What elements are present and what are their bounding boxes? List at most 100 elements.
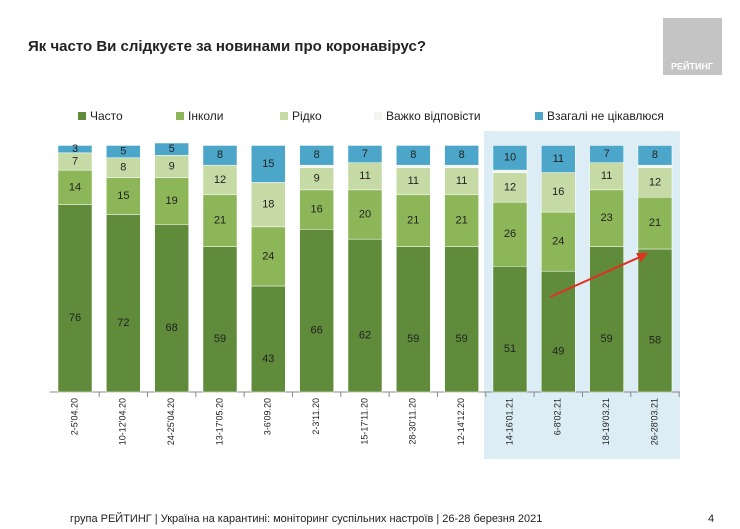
x-tick-label: 24-25'04.20 — [166, 398, 176, 445]
value-label: 59 — [456, 333, 468, 345]
bar-segment — [444, 164, 479, 168]
bar-segment — [57, 169, 93, 205]
value-label: 24 — [552, 236, 564, 248]
legend-label: Часто — [90, 109, 123, 123]
x-tick-label: 14-16'01.21 — [504, 398, 514, 445]
bar-segment — [57, 204, 93, 393]
bar-segment — [637, 248, 673, 393]
bar-segment — [589, 246, 624, 393]
value-label: 7 — [604, 148, 610, 160]
chart-title: Як часто Ви слідкуєте за новинами про ко… — [28, 38, 426, 55]
value-label: 24 — [262, 250, 274, 262]
value-label: 72 — [117, 317, 129, 329]
bar-segment — [396, 246, 431, 393]
footer: група РЕЙТИНГ | Україна на карантині: мо… — [70, 512, 542, 525]
value-label: 3 — [72, 143, 78, 155]
legend-swatch — [176, 112, 184, 120]
value-label: 21 — [649, 217, 661, 229]
bar-segment — [57, 145, 93, 154]
value-label: 9 — [169, 160, 175, 172]
bar-segment — [202, 145, 238, 166]
bar-segment — [541, 270, 576, 393]
x-tick-label: 2-5'04.20 — [69, 398, 79, 435]
bar-segment — [589, 189, 624, 247]
value-label: 11 — [601, 170, 612, 182]
legend-label: Важко відповісти — [386, 109, 481, 123]
bar-segment — [154, 142, 189, 156]
bar-segment — [299, 164, 334, 168]
value-label: 8 — [120, 162, 126, 174]
bar-segment — [637, 196, 673, 250]
legend-label: Рідко — [292, 109, 322, 123]
bar-segment — [347, 145, 383, 163]
value-label: 12 — [504, 181, 516, 193]
value-label: 15 — [262, 158, 274, 170]
legend-label: Взагалі не цікавлюся — [547, 109, 664, 123]
arrow-head — [636, 253, 648, 262]
x-tick-label: 26-28'03.21 — [649, 398, 659, 445]
bar-segment — [396, 145, 431, 166]
bar-segment — [251, 182, 286, 228]
page-number: 4 — [708, 513, 714, 525]
value-label: 18 — [262, 199, 274, 211]
bar-segment — [444, 145, 479, 166]
value-label: 68 — [166, 322, 178, 334]
bar-segment — [492, 169, 528, 173]
value-label: 21 — [407, 215, 419, 227]
legend-label: Інколи — [188, 109, 223, 123]
x-tick-label: 6-8'02.21 — [553, 398, 563, 435]
value-label: 21 — [214, 215, 226, 227]
value-label: 11 — [359, 170, 370, 182]
trend-arrow — [549, 256, 641, 298]
bar-segment — [492, 172, 528, 203]
value-label: 9 — [314, 173, 320, 185]
bar-segment — [444, 194, 479, 247]
value-label: 14 — [69, 181, 81, 193]
logo — [663, 18, 722, 75]
x-tick-label: 28-30'11.20 — [408, 398, 418, 445]
value-label: 59 — [407, 333, 419, 345]
bar-segment — [589, 162, 624, 191]
bar-segment — [202, 194, 238, 247]
bar-segment — [492, 266, 528, 393]
bar-segment — [541, 211, 576, 272]
value-label: 5 — [169, 143, 175, 155]
x-tick-label: 12-14'12.20 — [456, 398, 466, 445]
bar-segment — [541, 145, 576, 173]
value-label: 19 — [166, 195, 178, 207]
x-tick-label: 3-6'09.20 — [263, 398, 273, 435]
bar-segment — [589, 145, 624, 163]
bar-segment — [299, 145, 334, 166]
value-label: 51 — [504, 343, 516, 355]
value-label: 66 — [311, 325, 323, 337]
bar-segment — [396, 194, 431, 247]
value-label: 62 — [359, 329, 371, 341]
bar-segment — [396, 167, 431, 196]
value-label: 59 — [601, 333, 613, 345]
value-label: 15 — [117, 190, 129, 202]
value-label: 59 — [214, 333, 226, 345]
value-label: 11 — [408, 175, 419, 187]
x-tick-label: 10-12'04.20 — [118, 398, 128, 445]
legend-swatch — [535, 112, 543, 120]
legend-swatch — [374, 112, 382, 120]
bar-segment — [202, 246, 238, 393]
value-label: 20 — [359, 208, 371, 220]
value-label: 8 — [217, 149, 223, 161]
bar-segment — [444, 246, 479, 393]
bar-segment — [202, 164, 238, 196]
value-label: 8 — [314, 149, 320, 161]
value-label: 8 — [652, 149, 658, 161]
value-label: 21 — [456, 215, 468, 227]
bar-segment — [637, 164, 673, 168]
bar-segment — [106, 177, 141, 215]
bar-segment — [106, 214, 141, 393]
value-label: 11 — [553, 153, 564, 165]
x-tick-label: 18-19'03.21 — [601, 398, 611, 445]
bar-segment — [347, 162, 383, 191]
value-label: 49 — [552, 346, 564, 358]
value-label: 10 — [504, 152, 516, 164]
value-label: 8 — [410, 149, 416, 161]
bar-segment — [492, 145, 528, 171]
